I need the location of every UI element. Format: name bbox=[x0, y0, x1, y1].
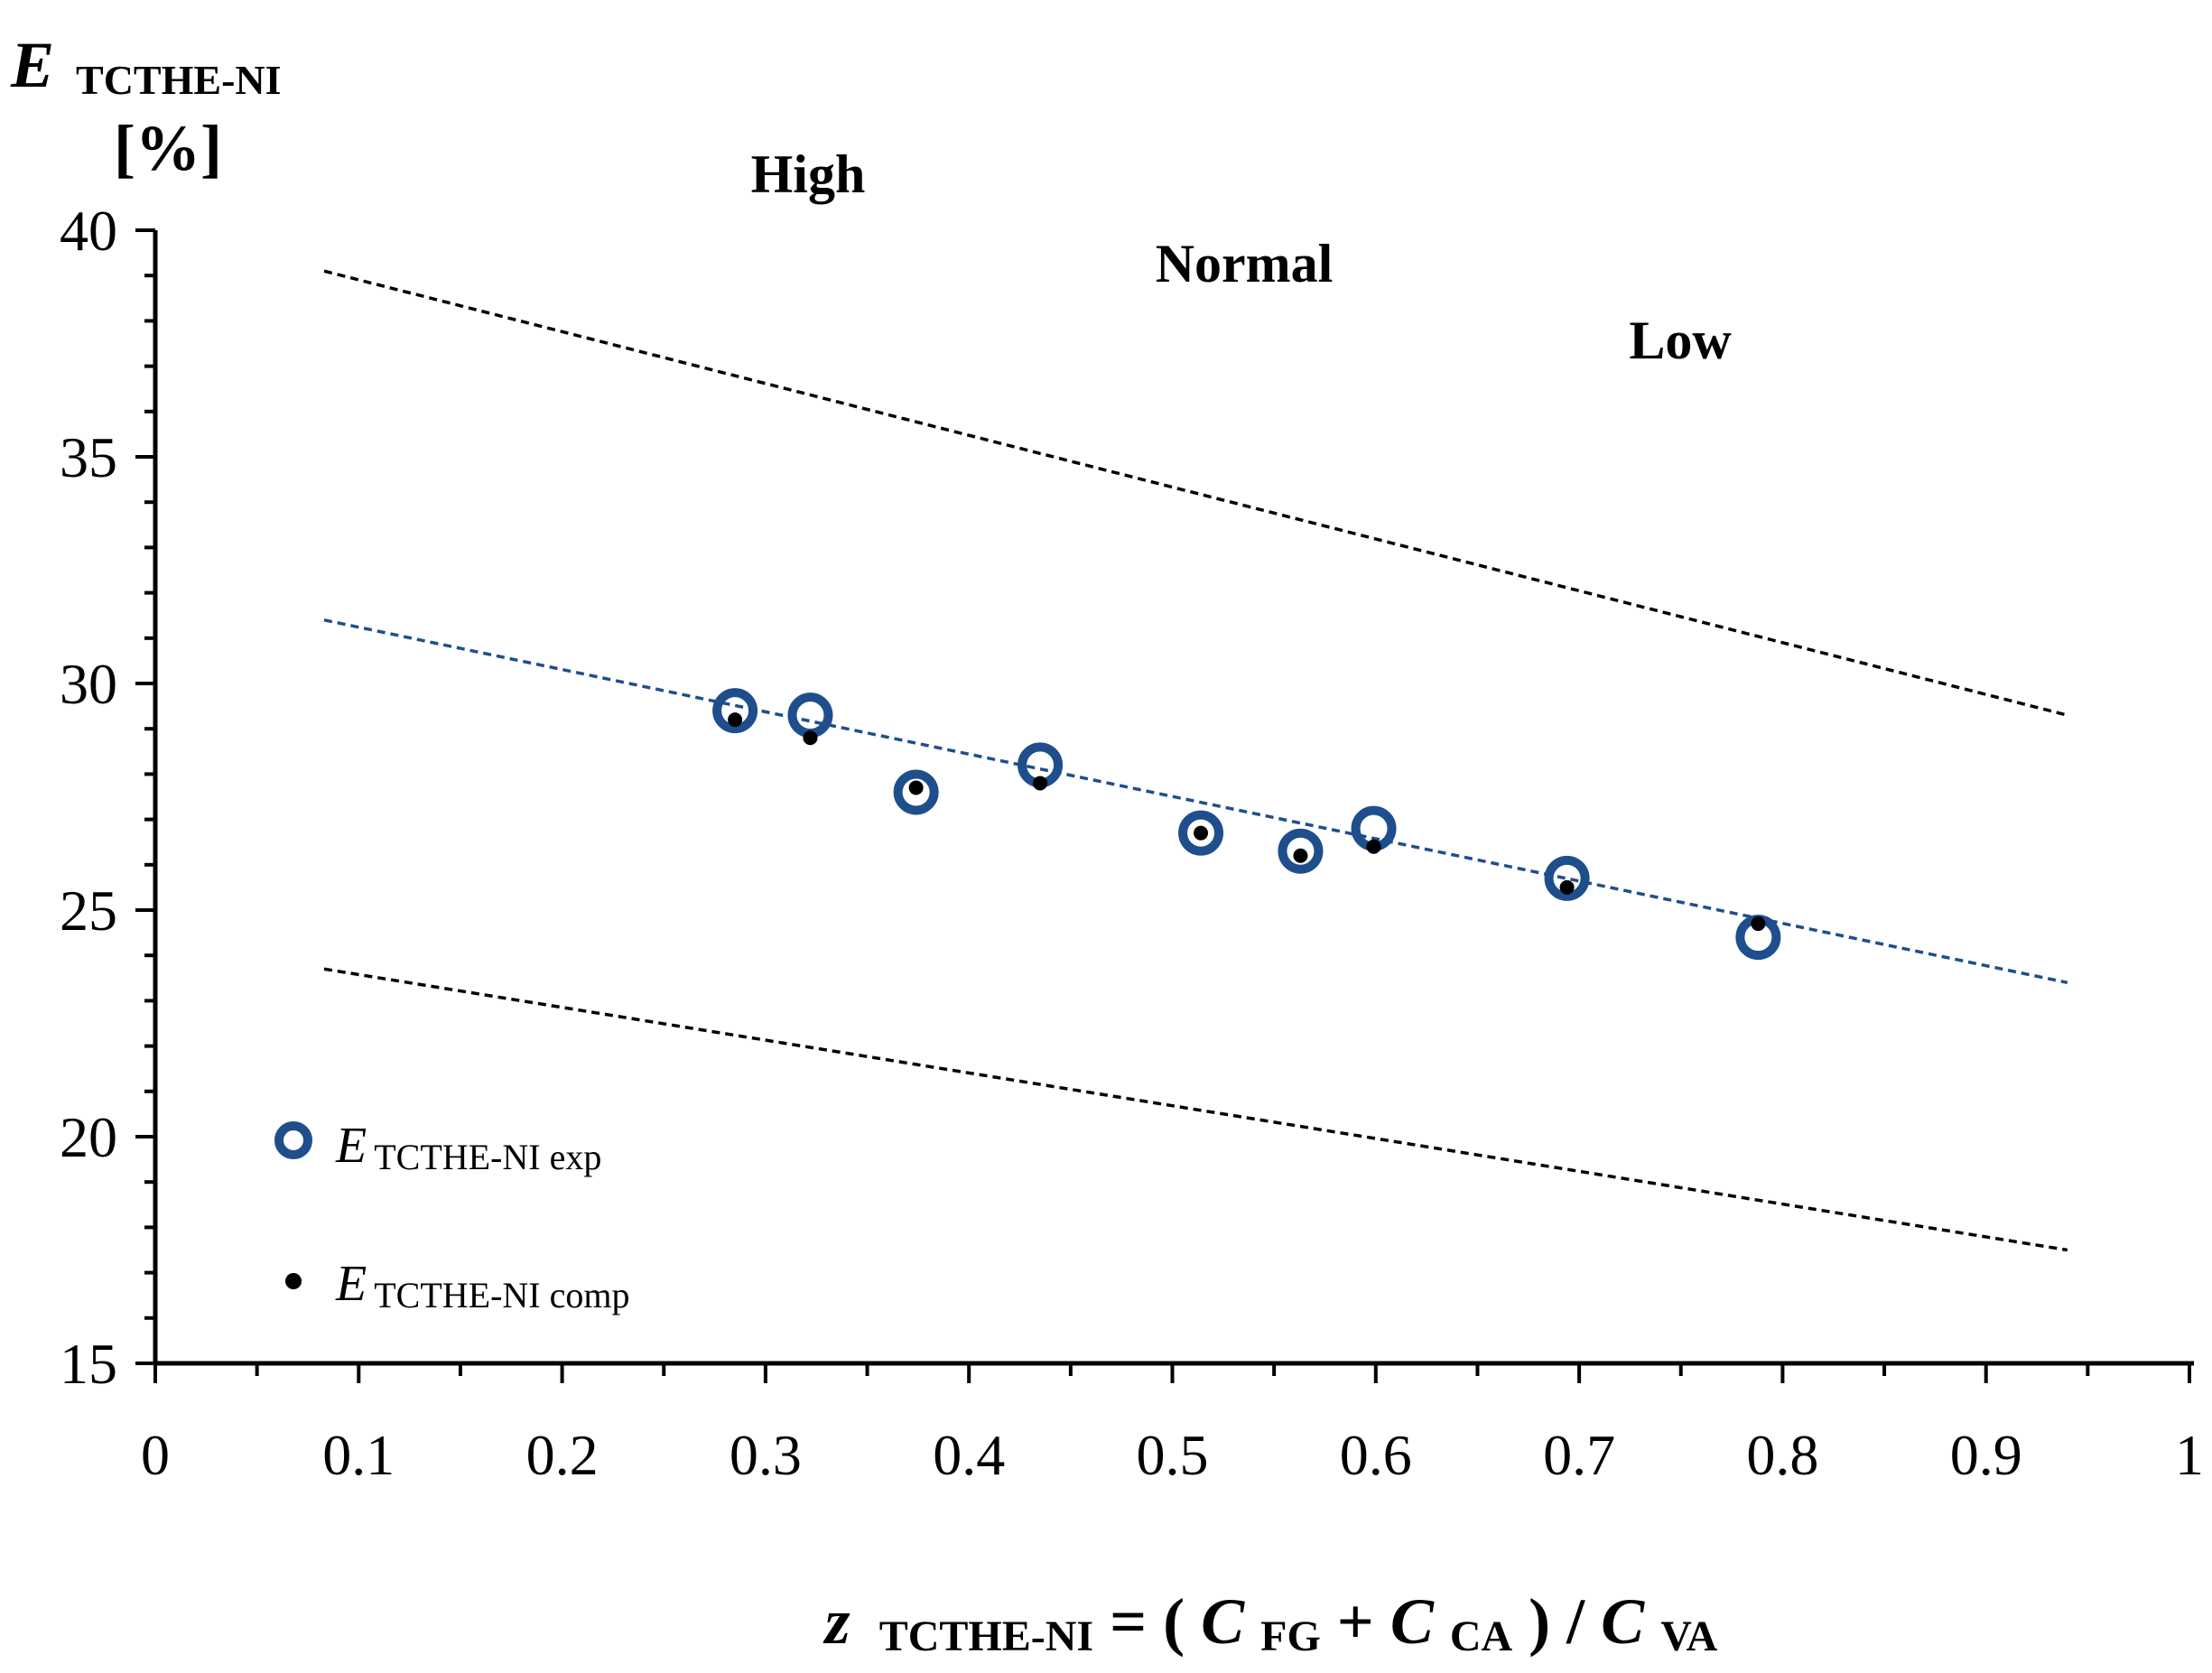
x-tick-label: 0 bbox=[141, 1423, 170, 1487]
x-label-div: ) / bbox=[1529, 1585, 1601, 1658]
comp-point bbox=[1194, 825, 1209, 841]
legend-marker-exp bbox=[274, 1121, 312, 1159]
legend-comp-sub: TCTHE-NI comp bbox=[374, 1275, 629, 1315]
x-tick-label: 0.2 bbox=[526, 1423, 599, 1487]
x-label-var-sub: TCTHE-NI bbox=[879, 1613, 1093, 1660]
region-label-low: Low bbox=[1629, 311, 1732, 370]
x-label-plus: + bbox=[1337, 1585, 1390, 1658]
exp-point bbox=[1278, 828, 1324, 874]
y-tick-label: 15 bbox=[60, 1332, 117, 1396]
x-tick-label: 1 bbox=[2175, 1423, 2204, 1487]
exp-point bbox=[787, 692, 833, 739]
legend-label-comp: E TCTHE-NI comp bbox=[335, 1256, 629, 1315]
comp-point bbox=[803, 730, 818, 746]
x-axis-label: z TCTHE-NI = ( C FG + C CA ) / C VA bbox=[823, 1585, 1718, 1665]
exp-point bbox=[712, 688, 758, 734]
upper-bound-line bbox=[323, 269, 2068, 717]
x-label-c2-sub: CA bbox=[1450, 1613, 1513, 1660]
x-tick-label: 0.8 bbox=[1746, 1423, 1818, 1487]
y-axis-label-subscript: TCTHE-NI bbox=[76, 57, 281, 103]
legend-exp-sub: TCTHE-NI exp bbox=[374, 1137, 601, 1177]
legend-exp-symbol: E bbox=[335, 1118, 367, 1174]
region-label-normal: Normal bbox=[1156, 234, 1334, 293]
comp-point bbox=[1751, 916, 1766, 932]
x-tick-label: 0.5 bbox=[1137, 1423, 1209, 1487]
x-label-c2: C bbox=[1390, 1585, 1435, 1658]
exp-point bbox=[1178, 810, 1224, 856]
y-tick-label: 40 bbox=[60, 199, 117, 263]
region-label-high: High bbox=[751, 144, 866, 204]
comp-point bbox=[1559, 879, 1575, 895]
legend-comp-symbol: E bbox=[335, 1256, 367, 1312]
y-tick-label: 25 bbox=[60, 878, 117, 943]
comp-point bbox=[1033, 776, 1048, 791]
legend-label-exp: E TCTHE-NI exp bbox=[335, 1118, 601, 1177]
x-tick-label: 0.4 bbox=[933, 1423, 1005, 1487]
lower-bound-line bbox=[323, 967, 2068, 1252]
y-tick-label: 20 bbox=[60, 1105, 117, 1169]
x-label-c3-sub: VA bbox=[1660, 1613, 1717, 1660]
legend: E TCTHE-NI exp E TCTHE-NI comp bbox=[274, 1118, 629, 1315]
comp-point bbox=[728, 712, 743, 728]
comp-point bbox=[1293, 848, 1308, 863]
comp-point bbox=[1366, 839, 1381, 854]
x-tick-label: 0.7 bbox=[1543, 1423, 1615, 1487]
exp-point bbox=[893, 769, 939, 815]
exp-point bbox=[1544, 855, 1590, 901]
trend-line bbox=[323, 618, 2068, 985]
y-axis-label-symbol: E bbox=[10, 29, 54, 101]
y-axis-unit: [%] bbox=[114, 112, 222, 184]
comp-point bbox=[908, 780, 924, 795]
y-tick-label: 35 bbox=[60, 425, 117, 489]
x-label-eq: = ( bbox=[1110, 1585, 1185, 1658]
x-tick-label: 0.3 bbox=[730, 1423, 802, 1487]
y-tick-label: 30 bbox=[60, 652, 117, 716]
x-tick-label: 0.1 bbox=[322, 1423, 395, 1487]
x-tick-label: 0.6 bbox=[1340, 1423, 1412, 1487]
x-label-c1: C bbox=[1201, 1585, 1245, 1658]
y-axis-label: E TCTHE-NI bbox=[10, 29, 282, 103]
x-label-var: z bbox=[823, 1585, 850, 1658]
x-label-c1-sub: FG bbox=[1260, 1613, 1321, 1660]
legend-marker-comp bbox=[285, 1273, 302, 1289]
x-label-c3: C bbox=[1601, 1585, 1645, 1658]
x-tick-label: 0.9 bbox=[1950, 1423, 2022, 1487]
